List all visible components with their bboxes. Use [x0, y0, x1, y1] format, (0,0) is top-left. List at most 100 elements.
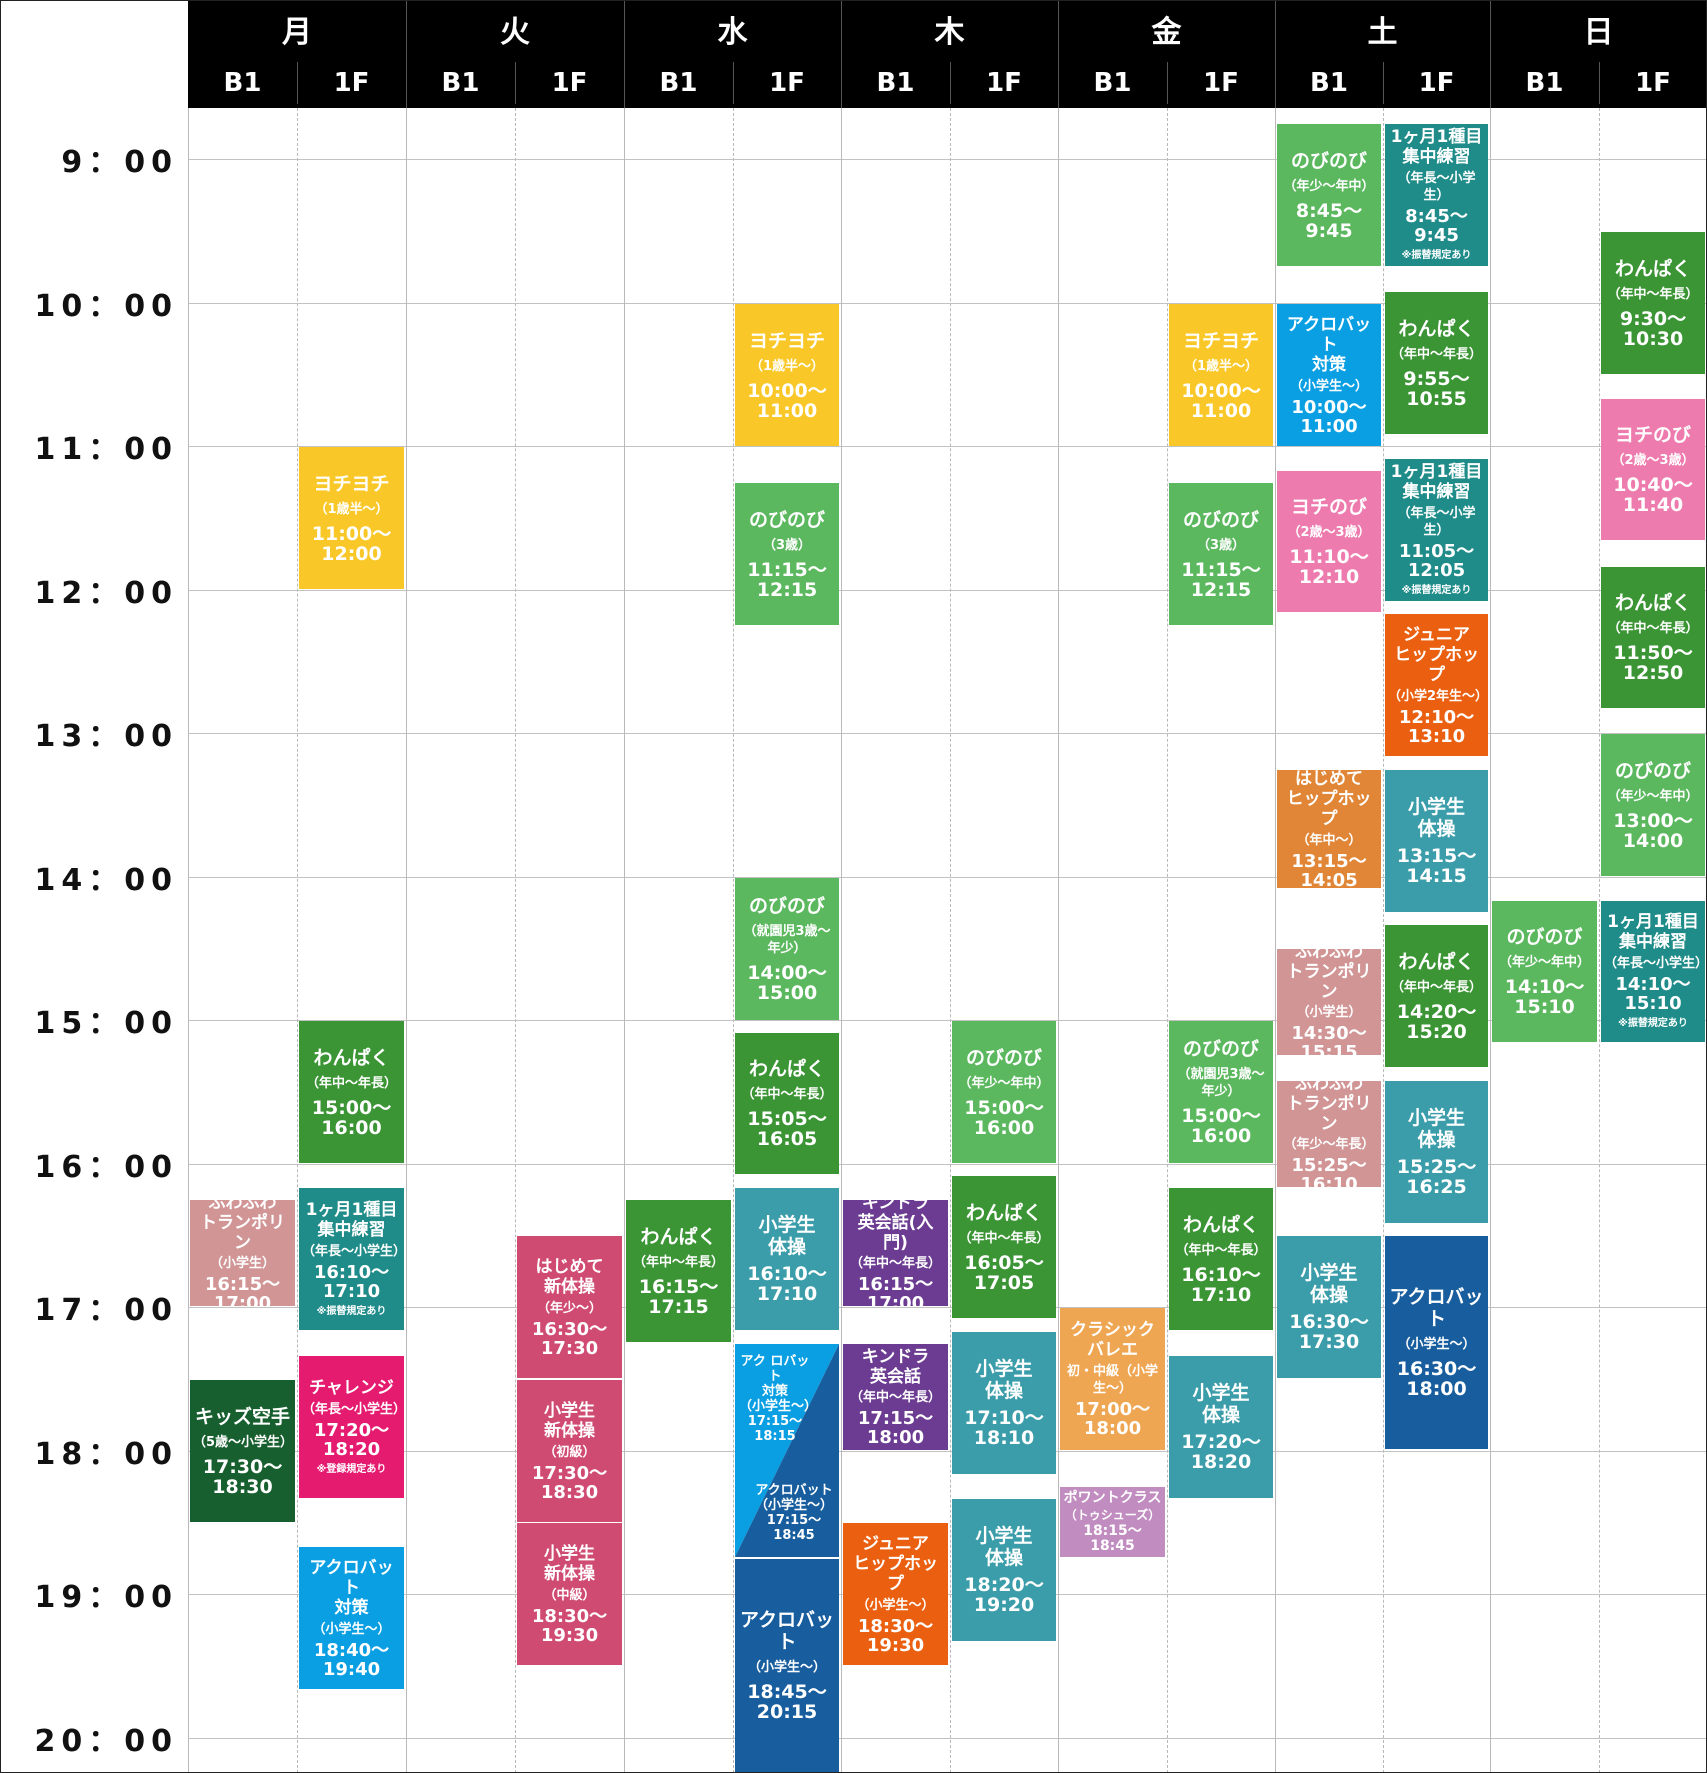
class-block[interactable]: わんぱく （年中～年長） 14:20～ 15:20 [1385, 925, 1488, 1067]
class-name: 小学生 [1407, 796, 1465, 818]
hour-gridline [188, 877, 1707, 878]
class-block[interactable]: クラシック バレエ 初・中級（小学生～） 17:00～ 18:00 [1060, 1308, 1165, 1450]
class-age: （小学生） [209, 1256, 275, 1271]
class-block[interactable]: 小学生 新体操 （初級） 17:30～ 18:30 [517, 1380, 622, 1522]
class-block[interactable]: ジュニア ヒップホップ （小学生～） 18:30～ 19:30 [843, 1523, 948, 1665]
class-age: （年少～年中） [1607, 788, 1699, 804]
floor-divider [515, 108, 516, 1773]
class-block[interactable]: アクロバット 対策 （小学生～） 10:00～ 11:00 [1277, 304, 1381, 446]
class-age: （年中～年長） [305, 1075, 397, 1091]
class-name: ふわふわ [1295, 949, 1363, 962]
class-name: トランポリン [1286, 962, 1372, 1002]
class-block[interactable]: アクロバット （小学生～） 18:45～ 20:15 [735, 1559, 839, 1772]
class-block[interactable]: ふわふわ トランポリン （年少～年長） 15:25～ 16:10 [1277, 1081, 1381, 1187]
class-block[interactable]: アクロバット （小学生～） 16:30～ 18:00 [1385, 1236, 1488, 1449]
class-block[interactable]: のびのび （就園児3歳～年少） 15:00～ 16:00 [1169, 1021, 1273, 1163]
class-block[interactable]: ふわふわ トランポリン （小学生） 14:30～ 15:15 [1277, 949, 1381, 1055]
class-block[interactable]: 小学生 体操 15:25～ 16:25 [1385, 1081, 1488, 1223]
class-block[interactable]: のびのび （年少～年中） 13:00～ 14:00 [1601, 734, 1705, 876]
class-name: アクロバット [1286, 314, 1372, 355]
class-name: ヒップホップ [1286, 788, 1372, 829]
class-block[interactable]: 小学生 体操 16:30～ 17:30 [1277, 1236, 1381, 1378]
class-block[interactable]: のびのび （年少～年中） 8:45～ 9:45 [1277, 124, 1381, 266]
class-block[interactable]: 1ヶ月1種目 集中練習 （年長～小学生） 8:45～ 9:45 ※振替規定あり [1385, 124, 1488, 266]
class-time: 11:50～ [1613, 642, 1693, 664]
class-block[interactable]: ヨチヨチ （1歳半～） 10:00～ 11:00 [1169, 304, 1273, 446]
class-block[interactable]: わんぱく （年中～年長） 9:30～ 10:30 [1601, 232, 1705, 374]
class-age: （初級） [543, 1444, 596, 1460]
class-block[interactable]: 小学生 体操 16:10～ 17:10 [735, 1188, 839, 1330]
class-block[interactable]: わんぱく （年中～年長） 16:15～ 17:15 [626, 1200, 731, 1342]
class-name: 集中練習 [1402, 147, 1471, 167]
floor-header: B1 [1490, 58, 1599, 108]
class-block[interactable]: 小学生 体操 17:20～ 18:20 [1169, 1356, 1273, 1498]
class-block[interactable]: 1ヶ月1種目 集中練習 （年長～小学生） 16:10～ 17:10 ※振替規定あり [299, 1188, 404, 1330]
class-block[interactable]: 小学生 体操 17:10～ 18:10 [952, 1332, 1056, 1474]
class-block[interactable]: わんぱく （年中～年長） 16:05～ 17:05 [952, 1176, 1056, 1318]
class-name: 小学生 [975, 1358, 1033, 1380]
class-block[interactable]: のびのび （年少～年中） 15:00～ 16:00 [952, 1021, 1056, 1163]
class-block[interactable]: ジュニア ヒップホップ （小学2年生～） 12:10～ 13:10 [1385, 614, 1488, 756]
class-block[interactable]: わんぱく （年中～年長） 9:55～ 10:55 [1385, 292, 1488, 434]
class-block[interactable]: キンドラ 英会話(入門) （年中～年長） 16:15～ 17:00 [843, 1200, 948, 1306]
class-block[interactable]: のびのび （年少～年中） 14:10～ 15:10 [1492, 901, 1597, 1042]
class-time: 15:10 [1624, 993, 1682, 1014]
class-name: ジュニア [1403, 624, 1470, 645]
time-label: 17：00 [34, 1293, 178, 1328]
class-block[interactable]: はじめて ヒップホップ （年中～） 13:15～ 14:05 [1277, 770, 1381, 888]
class-block[interactable]: ヨチヨチ （1歳半～） 10:00～ 11:00 [735, 304, 839, 446]
time-label: 16：00 [34, 1150, 178, 1185]
class-block[interactable]: わんぱく （年中～年長） 16:10～ 17:10 [1169, 1188, 1273, 1330]
hour-gridline [188, 1451, 1707, 1452]
class-age: （年中～年長） [741, 1087, 833, 1102]
class-time: 17:30 [1298, 1331, 1360, 1353]
class-block[interactable]: わんぱく （年中～年長） 15:00～ 16:00 [299, 1021, 404, 1163]
class-time: 12:10 [1298, 566, 1360, 588]
class-time: 11:00～ [311, 522, 392, 545]
class-block[interactable]: わんぱく （年中～年長） 15:05～ 16:05 [735, 1033, 839, 1174]
class-block[interactable]: キンドラ 英会話 （年中～年長） 17:15～ 18:00 [843, 1344, 948, 1450]
class-block[interactable]: ヨチヨチ （1歳半～） 11:00～ 12:00 [299, 447, 404, 589]
class-time: 19:20 [973, 1594, 1035, 1616]
class-age: （1歳半～） [314, 501, 389, 517]
class-time: 10:55 [1406, 387, 1467, 410]
class-name: ヒップホップ [853, 1553, 938, 1594]
class-time: 18:15～ [1083, 1523, 1142, 1539]
class-time: 16:25 [1406, 1176, 1467, 1198]
class-time: 18:20～ [964, 1574, 1044, 1596]
class-name: わんぱく [748, 1058, 825, 1080]
class-block[interactable]: ヨチのび （2歳～3歳） 10:40～ 11:40 [1601, 399, 1705, 540]
class-block[interactable]: 1ヶ月1種目 集中練習 （年長～小学生） 11:05～ 12:05 ※振替規定あり [1385, 459, 1488, 601]
class-block[interactable]: のびのび （就園児3歳～年少） 14:00～ 15:00 [735, 878, 839, 1020]
class-time: 18:00 [866, 1427, 925, 1448]
class-name: 体操 [984, 1547, 1023, 1569]
class-block[interactable]: のびのび （3歳） 11:15～ 12:15 [735, 483, 839, 625]
class-time: 20:15 [756, 1701, 818, 1723]
class-time: 17:10 [756, 1283, 818, 1305]
class-block[interactable]: はじめて 新体操 （年少～） 16:30～ 17:30 [517, 1236, 622, 1378]
class-block[interactable]: 小学生 新体操 （中級） 18:30～ 19:30 [517, 1523, 622, 1665]
class-name: のびのび [1506, 926, 1583, 948]
class-block[interactable]: チャレンジ （年長～小学生） 17:20～ 18:20 ※登録規定あり [299, 1356, 404, 1498]
class-block[interactable]: 小学生 体操 13:15～ 14:15 [1385, 770, 1488, 912]
class-time: 12:15 [1190, 578, 1252, 601]
class-block[interactable]: 小学生 体操 18:20～ 19:20 [952, 1499, 1056, 1641]
class-name: 集中練習 [1619, 932, 1687, 952]
class-block[interactable]: ヨチのび （2歳～3歳） 11:10～ 12:10 [1277, 471, 1381, 612]
class-time: 16:30～ [1289, 1311, 1369, 1333]
class-block[interactable]: のびのび （3歳） 11:15～ 12:15 [1169, 483, 1273, 625]
floor-header-separator [297, 62, 298, 104]
class-block[interactable]: わんぱく （年中～年長） 11:50～ 12:50 [1601, 567, 1705, 708]
class-block[interactable]: キッズ空手 （5歳～小学生） 17:30～ 18:30 [190, 1380, 295, 1522]
class-block[interactable]: 1ヶ月1種目 集中練習 （年長～小学生） 14:10～ 15:10 ※振替規定あり [1601, 901, 1705, 1042]
class-time: 10:40～ [1613, 474, 1693, 496]
class-block[interactable]: ポワントクラス （トゥシューズ） 18:15～ 18:45 [1060, 1487, 1165, 1557]
class-block[interactable]: アクロバット 対策 （小学生～） 18:40～ 19:40 [299, 1547, 404, 1689]
class-name: トランポリン [1286, 1094, 1372, 1134]
class-name: 1ヶ月1種目 [1390, 127, 1483, 147]
class-time: 14:10～ [1615, 974, 1691, 995]
acrobat-split-block[interactable]: アク ロバット 対策 （小学生～） 17:15～ 18:15 アクロバット （小学生～） 17… [735, 1344, 839, 1557]
class-block[interactable]: ふわふわ トランポリン （小学生） 16:15～ 17:00 [190, 1200, 295, 1306]
class-name: ふわふわ [1295, 1081, 1363, 1094]
